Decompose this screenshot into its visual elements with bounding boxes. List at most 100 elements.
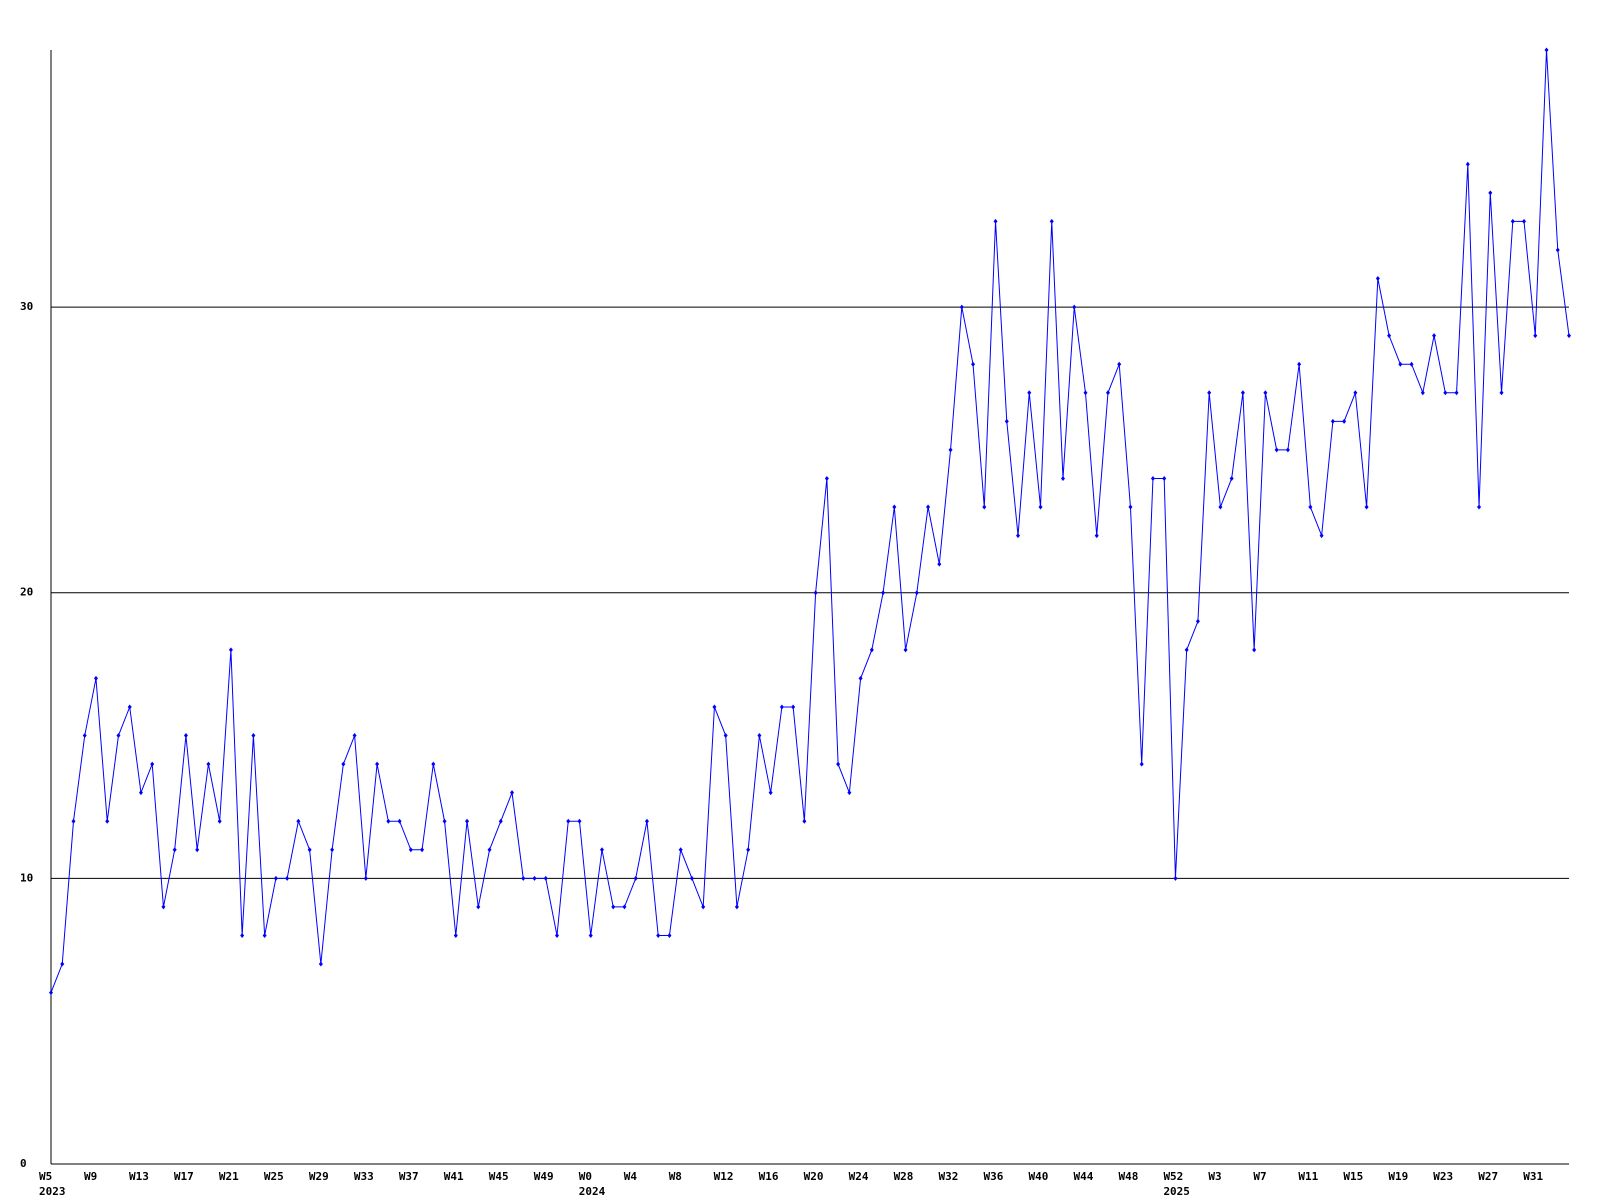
data-point (1297, 361, 1302, 367)
data-point (993, 218, 998, 224)
data-point (206, 761, 211, 767)
x-tick-label: W44 (1073, 1170, 1093, 1183)
data-point (723, 733, 728, 739)
x-tick-label: W33 (354, 1170, 374, 1183)
x-tick-label: W17 (174, 1170, 194, 1183)
data-point (1544, 47, 1549, 53)
data-point (71, 818, 76, 824)
data-point (1387, 333, 1392, 339)
data-point (296, 818, 301, 824)
data-point (937, 561, 942, 567)
data-point (1522, 218, 1527, 224)
data-point (824, 475, 829, 481)
data-point (240, 932, 245, 938)
data-point (555, 932, 559, 938)
x-tick-label: W13 (129, 1170, 149, 1183)
data-point (611, 904, 616, 910)
x-tick-label: W49 (534, 1170, 554, 1183)
data-point (1072, 304, 1077, 310)
x-tick-label: W28 (894, 1170, 914, 1183)
data-point (420, 847, 425, 853)
data-point (1263, 390, 1268, 396)
data-point (1049, 218, 1054, 224)
data-point (1499, 390, 1504, 396)
data-point (926, 504, 931, 510)
data-point (251, 733, 256, 739)
data-point (948, 447, 953, 453)
x-tick-label: W3 (1208, 1170, 1221, 1183)
data-point (262, 932, 267, 938)
data-point (791, 704, 796, 710)
data-point (982, 504, 987, 510)
y-tick-label: 10 (20, 871, 33, 884)
x-tick-label: W23 (1433, 1170, 1453, 1183)
data-point (183, 733, 188, 739)
data-point (1353, 390, 1358, 396)
data-point (465, 818, 470, 824)
data-point (1061, 475, 1065, 481)
data-point (341, 761, 346, 767)
data-point (701, 904, 706, 910)
data-point (1308, 504, 1313, 510)
data-point (1195, 618, 1200, 624)
data-point (363, 875, 368, 881)
x-tick-label: W0 (579, 1170, 592, 1183)
x-tick-label: W8 (669, 1170, 682, 1183)
data-point (161, 904, 166, 910)
x-tick-label: W36 (984, 1170, 1004, 1183)
data-point (1443, 390, 1448, 396)
data-point (1533, 333, 1538, 339)
x-tick-label: W24 (849, 1170, 869, 1183)
x-tick-label: W16 (759, 1170, 779, 1183)
data-point (644, 818, 649, 824)
data-point (1567, 333, 1571, 339)
y-tick-label: 0 (20, 1157, 27, 1170)
y-tick-label: 20 (20, 586, 33, 599)
data-point (318, 961, 323, 967)
data-point (892, 504, 897, 510)
data-point (1139, 761, 1144, 767)
data-point (82, 733, 87, 739)
data-point (858, 675, 863, 681)
data-point (869, 647, 874, 653)
data-point (1128, 504, 1133, 510)
x-tick-label: W29 (309, 1170, 329, 1183)
data-point (802, 818, 807, 824)
data-point (667, 932, 672, 938)
data-point (1432, 333, 1437, 339)
data-point (633, 875, 638, 881)
x-tick-label: W31 (1523, 1170, 1543, 1183)
data-point (521, 875, 526, 881)
data-point (1240, 390, 1245, 396)
x-tick-label: W9 (84, 1170, 97, 1183)
x-tick-label: W27 (1478, 1170, 1498, 1183)
data-point (217, 818, 222, 824)
data-point (105, 818, 110, 824)
data-point (779, 704, 784, 710)
data-point (1162, 475, 1167, 481)
data-point (1105, 390, 1110, 396)
data-point (757, 733, 762, 739)
data-point (1364, 504, 1369, 510)
data-point (386, 818, 391, 824)
y-tick-label: 30 (20, 300, 33, 313)
x-tick-label: W11 (1298, 1170, 1318, 1183)
x-tick-label: W25 (264, 1170, 284, 1183)
data-point (1330, 418, 1335, 424)
data-point (1229, 475, 1234, 481)
data-point (1465, 161, 1470, 167)
data-point (138, 790, 143, 796)
data-point (1342, 418, 1347, 424)
data-point (352, 733, 357, 739)
data-point (1285, 447, 1290, 453)
data-line (50, 49, 1570, 993)
data-point (678, 847, 683, 853)
data-point (1094, 533, 1099, 539)
data-point (813, 590, 818, 596)
data-point (1319, 533, 1324, 539)
data-point (656, 932, 661, 938)
data-point (1117, 361, 1122, 367)
data-point (375, 761, 380, 767)
data-point (532, 875, 537, 881)
year-label: 2023 (39, 1185, 66, 1198)
